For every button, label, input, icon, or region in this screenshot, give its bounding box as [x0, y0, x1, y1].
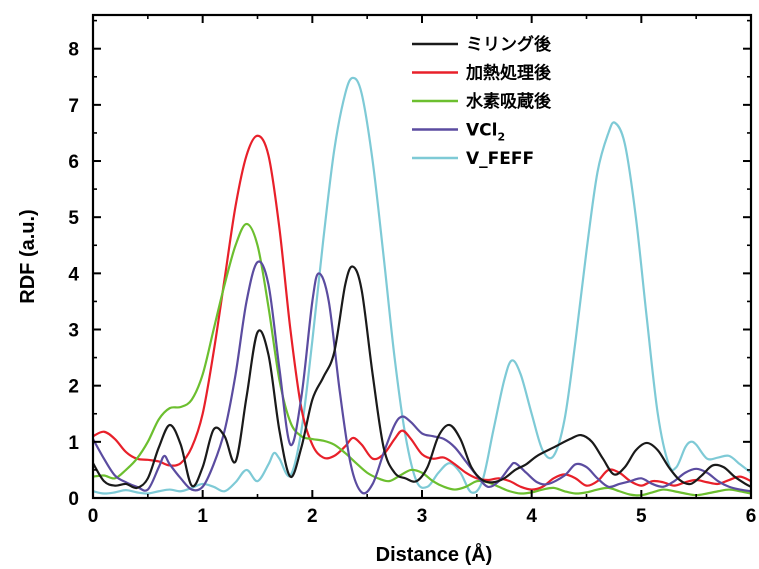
series-line-1 — [93, 265, 751, 490]
x-tick-label: 1 — [197, 506, 208, 527]
y-tick-label: 5 — [68, 208, 79, 229]
x-axis-title: Distance (Å) — [376, 542, 493, 566]
x-tick-label: 6 — [746, 506, 757, 527]
legend-subscript: 2 — [497, 131, 505, 144]
legend-label-5: V_FEFF — [466, 149, 534, 169]
y-tick-label: 4 — [68, 264, 79, 285]
series-line-4 — [93, 260, 751, 495]
series-lines — [93, 76, 751, 497]
x-tick-label: 2 — [307, 506, 318, 527]
plot-frame — [91, 13, 753, 500]
x-tick-label: 5 — [636, 506, 647, 527]
legend-label-1: ミリング後 — [466, 34, 552, 55]
y-tick-label: 8 — [68, 40, 79, 61]
y-tick-label: 0 — [68, 489, 79, 510]
legend-label-4: VCl2 — [466, 121, 505, 144]
x-tick-label: 4 — [526, 506, 537, 527]
x-tick-label: 0 — [88, 506, 99, 527]
y-tick-label: 7 — [68, 96, 79, 117]
y-tick-label: 2 — [68, 377, 79, 398]
y-tick-label: 1 — [68, 433, 79, 454]
series-line-5 — [93, 76, 751, 495]
y-axis-title: RDF (a.u.) — [17, 209, 39, 303]
x-tick-label: 3 — [417, 506, 428, 527]
series-line-2 — [93, 134, 751, 491]
axes: 0 1 2 3 4 5 6 0 1 2 3 4 5 6 7 8 Distance (Å) RDF (a.u.) — [17, 13, 757, 566]
y-tick-label: 3 — [68, 321, 79, 342]
y-tick-label: 6 — [68, 152, 79, 173]
legend-label-3: 水素吸蔵後 — [466, 91, 552, 112]
legend-label-2: 加熱処理後 — [465, 63, 552, 84]
